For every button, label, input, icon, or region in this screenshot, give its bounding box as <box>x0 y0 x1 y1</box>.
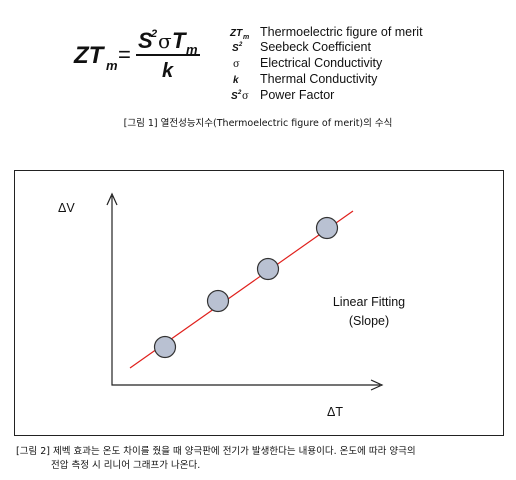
formula-lhs-sub: m <box>106 58 118 73</box>
point <box>153 335 177 359</box>
legend-symbol-sub: m <box>243 34 249 41</box>
legend-symbol: k <box>233 75 239 86</box>
formula-denominator: k <box>162 60 174 82</box>
formula-num-t: T <box>172 28 187 53</box>
formula-num-base: S <box>138 28 153 53</box>
legend-symbol-sup: 2 <box>238 42 243 48</box>
legend: ZT m Thermoelectric figure of merit S 2 … <box>229 25 423 102</box>
formula-equals: = <box>118 42 131 67</box>
caption: 전압 측정 시 리니어 그래프가 나온다. <box>51 459 200 471</box>
y-arrow <box>106 192 118 206</box>
diagram-frame <box>14 170 504 436</box>
legend-label: Thermoelectric figure of merit <box>260 25 423 39</box>
caption: [그림 2] 제벡 효과는 온도 차이를 줬을 때 양극판에 전기가 발생한다는… <box>16 445 416 457</box>
x-axis-label: ΔT <box>327 405 343 419</box>
formula-num-sigma: σ <box>158 29 172 53</box>
diagram: ΔV ΔT Linear Fitting (Slope) <box>58 192 405 419</box>
legend-symbol: ZT <box>229 28 243 39</box>
point <box>256 257 280 281</box>
fit-label: (Slope) <box>349 314 389 328</box>
formula-lhs: ZT <box>73 42 106 69</box>
point <box>315 216 339 240</box>
legend-symbol-sup: 2 <box>237 90 242 96</box>
legend-symbol: S <box>231 91 238 102</box>
legend-label: Power Factor <box>260 88 334 102</box>
x-arrow <box>370 379 384 391</box>
legend-symbol: σ <box>233 59 240 70</box>
legend-symbol-tail: σ <box>242 91 249 102</box>
caption: [그림 1] 열전성능지수(Thermoelectric figure of m… <box>124 117 393 129</box>
y-axis-label: ΔV <box>58 201 75 215</box>
fit-label: Linear Fitting <box>333 295 405 309</box>
formula-num-t-sub: m <box>186 42 198 57</box>
legend-label: Seebeck Coefficient <box>260 40 371 54</box>
formula: ZT m = S 2 σ T m k <box>73 28 200 82</box>
legend-symbol: S <box>232 43 239 54</box>
legend-label: Thermal Conductivity <box>260 72 378 86</box>
axes <box>111 196 380 386</box>
legend-label: Electrical Conductivity <box>260 56 383 70</box>
formula-num-sup: 2 <box>150 28 157 40</box>
point <box>206 289 230 313</box>
